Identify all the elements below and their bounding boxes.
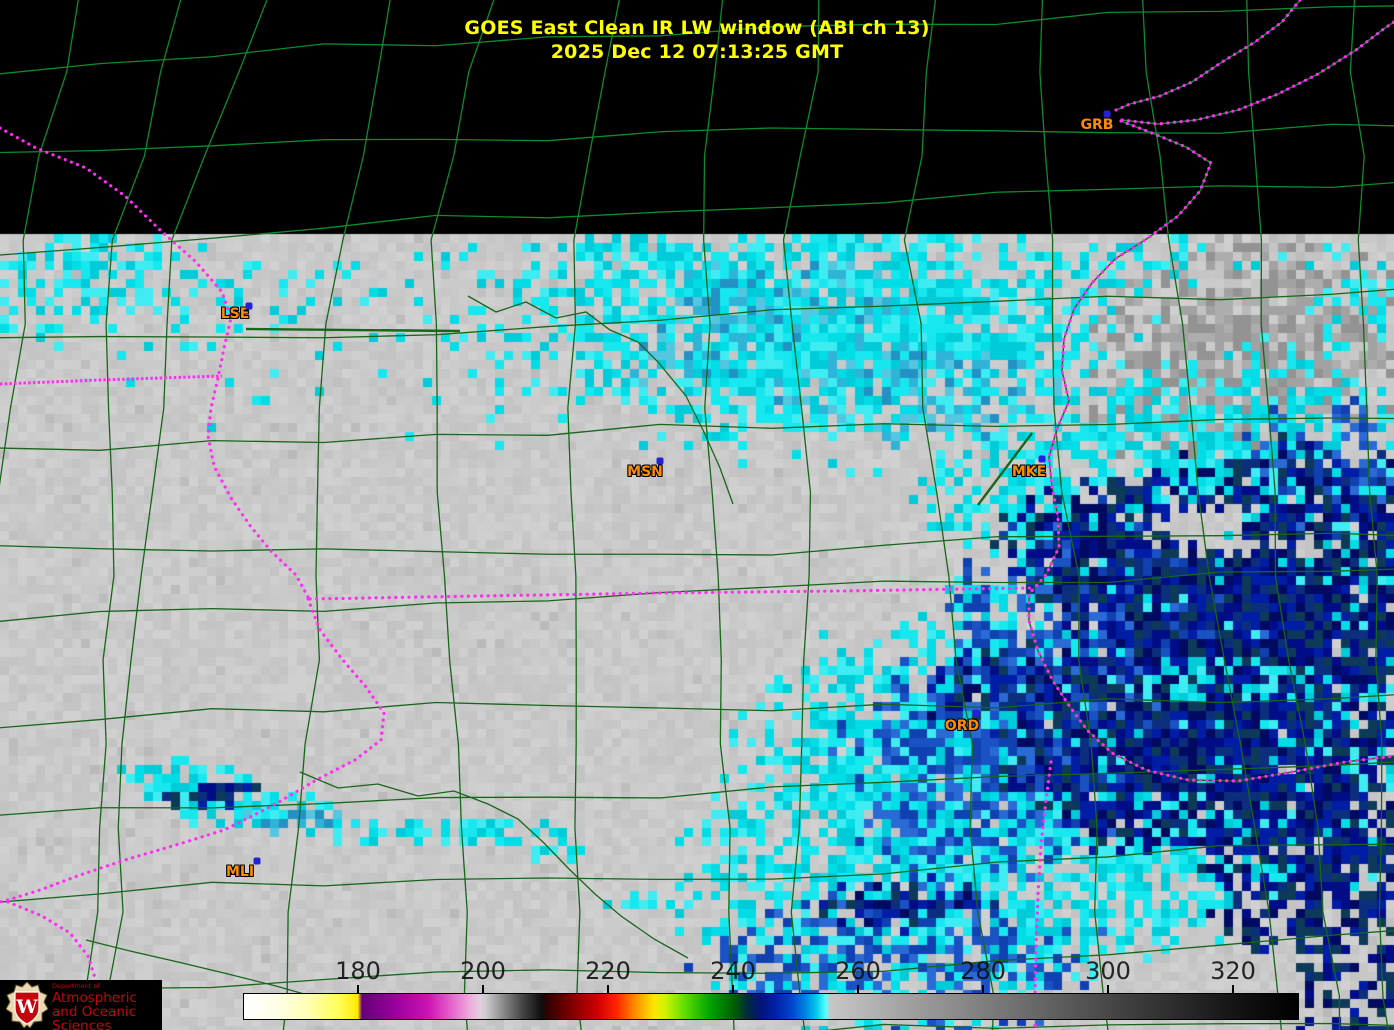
crest-shield [14,991,40,1025]
logo-text: Department of Atmospheric and Oceanic Sc… [52,983,162,1030]
uw-crest-icon: W [6,982,48,1028]
station-dot-mke [1038,455,1046,463]
station-label-mli: MLI [225,864,255,880]
image-title-block: GOES East Clean IR LW window (ABI ch 13)… [0,16,1394,64]
station-dot-lse [245,302,253,310]
station-label-grb: GRB [1080,117,1114,133]
station-dot-msn [656,457,664,465]
image-timestamp: 2025 Dec 12 07:13:25 GMT [550,41,844,63]
station-dot-grb [1103,110,1111,118]
image-title: GOES East Clean IR LW window (ABI ch 13) [464,17,930,39]
uw-aos-logo: W Department of Atmospheric and Oceanic … [0,980,162,1030]
station-dot-ord [972,709,980,717]
logo-name-line2: and Oceanic Sciences [52,1004,137,1030]
station-label-mke: MKE [1011,464,1047,480]
station-label-msn: MSN [627,464,663,480]
station-dot-mli [253,857,261,865]
logo-dept-label: Department of [52,982,100,990]
station-label-ord: ORD [944,718,980,734]
station-label-lse: LSE [220,306,250,322]
logo-name-line1: Atmospheric [52,989,137,1006]
crest-letter: W [15,996,38,1018]
